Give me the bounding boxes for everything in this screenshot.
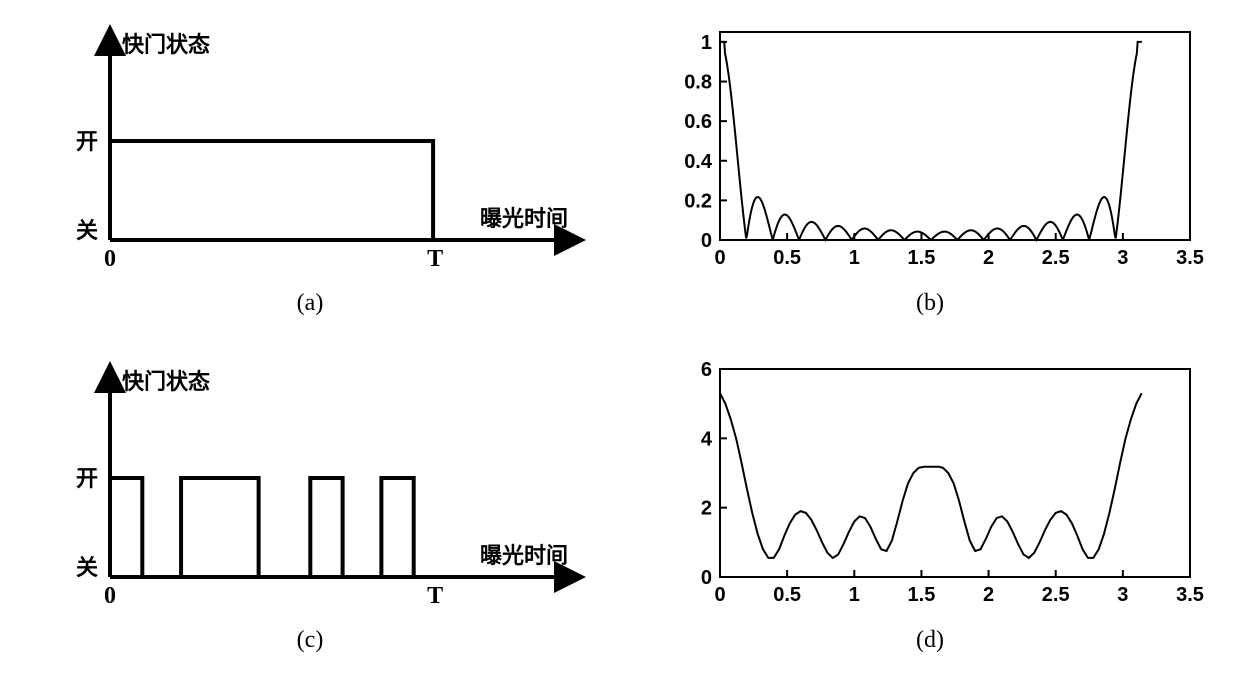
svg-text:快门状态: 快门状态 — [122, 32, 210, 57]
panel-b: 0 0.5 1 1.5 2 2.5 3 3.5 0 0.2 0.4 0.6 0.8 1 (b) — [640, 20, 1220, 317]
panel-a-label: (a) — [297, 290, 324, 317]
svg-text:1: 1 — [701, 32, 712, 54]
svg-text:关: 关 — [76, 555, 98, 580]
svg-text:1.5: 1.5 — [908, 584, 936, 606]
svg-text:0.5: 0.5 — [773, 247, 801, 269]
panel-c-label: (c) — [297, 627, 324, 654]
svg-text:T: T — [427, 583, 443, 609]
panel-a: 快门状态曝光时间 开关0 T (a) — [20, 20, 600, 317]
svg-text:快门状态: 快门状态 — [122, 369, 210, 394]
svg-text:开: 开 — [76, 466, 98, 491]
panel-c-svg: 快门状态曝光时间 开关0 T — [30, 357, 590, 617]
svg-text:0: 0 — [714, 584, 725, 606]
panel-d-svg: 0 0.5 1 1.5 2 2.5 3 3.5 0 2 4 6 — [650, 357, 1210, 617]
svg-text:曝光时间: 曝光时间 — [480, 543, 568, 568]
svg-text:关: 关 — [76, 218, 98, 243]
panel-d-label: (d) — [916, 627, 944, 654]
panel-b-label: (b) — [916, 290, 944, 317]
svg-text:4: 4 — [701, 428, 713, 450]
svg-text:0.2: 0.2 — [684, 190, 712, 212]
svg-text:0: 0 — [104, 583, 116, 609]
svg-text:2: 2 — [983, 584, 994, 606]
svg-text:0.4: 0.4 — [684, 151, 713, 173]
svg-text:1: 1 — [849, 247, 860, 269]
svg-text:T: T — [427, 246, 443, 272]
panel-d: 0 0.5 1 1.5 2 2.5 3 3.5 0 2 4 6 (d) — [640, 357, 1220, 654]
svg-text:0.8: 0.8 — [684, 72, 712, 94]
svg-text:2.5: 2.5 — [1042, 584, 1070, 606]
svg-text:0.5: 0.5 — [773, 584, 801, 606]
svg-text:3.5: 3.5 — [1176, 584, 1204, 606]
svg-text:2.5: 2.5 — [1042, 247, 1070, 269]
svg-text:1: 1 — [849, 584, 860, 606]
svg-text:3: 3 — [1117, 247, 1128, 269]
panel-a-chart: 快门状态曝光时间 开关0 T — [30, 20, 590, 280]
panel-d-chart: 0 0.5 1 1.5 2 2.5 3 3.5 0 2 4 6 — [650, 357, 1210, 617]
figure-grid: 快门状态曝光时间开关0T (a) 00.511.522.533.500.20.4… — [20, 20, 1220, 654]
svg-text:1.5: 1.5 — [908, 247, 936, 269]
svg-text:0.6: 0.6 — [684, 111, 712, 133]
panel-b-chart: 0 0.5 1 1.5 2 2.5 3 3.5 0 0.2 0.4 0.6 0.8 1 — [650, 20, 1210, 280]
panel-c: 快门状态曝光时间 开关0 T (c) — [20, 357, 600, 654]
svg-text:6: 6 — [701, 359, 712, 381]
svg-text:2: 2 — [983, 247, 994, 269]
svg-text:0: 0 — [714, 247, 725, 269]
panel-a-svg: 快门状态曝光时间 开关0 T — [30, 20, 590, 280]
svg-text:0: 0 — [104, 246, 116, 272]
svg-text:2: 2 — [701, 498, 712, 520]
svg-text:0: 0 — [701, 567, 712, 589]
svg-text:曝光时间: 曝光时间 — [480, 206, 568, 231]
panel-c-chart: 快门状态曝光时间 开关0 T — [30, 357, 590, 617]
svg-text:3.5: 3.5 — [1176, 247, 1204, 269]
panel-b-svg: 0 0.5 1 1.5 2 2.5 3 3.5 0 0.2 0.4 0.6 0.8 1 — [650, 20, 1210, 280]
svg-text:0: 0 — [701, 230, 712, 252]
svg-text:开: 开 — [76, 129, 98, 154]
svg-text:3: 3 — [1117, 584, 1128, 606]
